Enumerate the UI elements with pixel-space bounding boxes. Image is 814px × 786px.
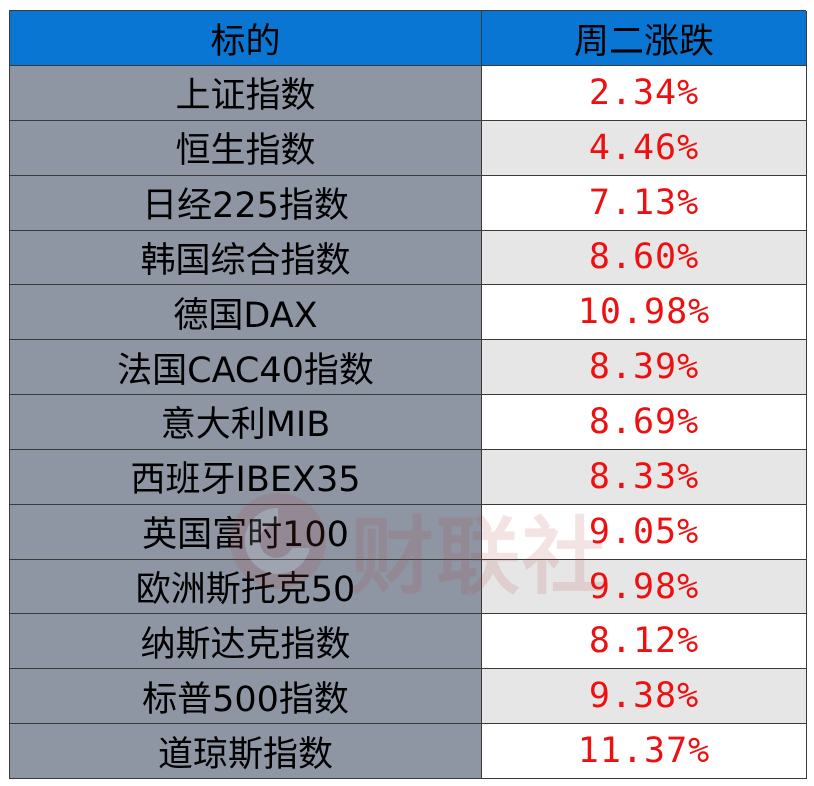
row-name: 恒生指数 <box>10 120 482 176</box>
row-name: 韩国综合指数 <box>10 230 482 286</box>
row-name: 纳斯达克指数 <box>10 614 482 670</box>
row-value: 8.39% <box>482 340 807 396</box>
row-name: 西班牙IBEX35 <box>10 449 482 505</box>
row-value: 10.98% <box>482 285 807 341</box>
row-name: 欧洲斯托克50 <box>10 559 482 615</box>
row-value: 9.38% <box>482 669 807 725</box>
row-name: 日经225指数 <box>10 175 482 231</box>
row-name: 标普500指数 <box>10 669 482 725</box>
row-name: 英国富时100 <box>10 504 482 560</box>
row-value: 8.69% <box>482 395 807 450</box>
row-name: 道琼斯指数 <box>10 724 482 779</box>
row-value: 7.13% <box>482 175 807 231</box>
row-name: 意大利MIB <box>10 395 482 450</box>
row-value: 2.34% <box>482 66 807 121</box>
row-name: 德国DAX <box>10 285 482 341</box>
row-value: 11.37% <box>482 724 807 779</box>
header-tuesday-change: 周二涨跌 <box>482 11 807 66</box>
row-name: 上证指数 <box>10 66 482 121</box>
row-name: 法国CAC40指数 <box>10 340 482 396</box>
header-target: 标的 <box>10 11 482 66</box>
row-value: 8.12% <box>482 614 807 670</box>
row-value: 9.98% <box>482 559 807 615</box>
row-value: 8.33% <box>482 449 807 505</box>
row-value: 4.46% <box>482 120 807 176</box>
market-table: 标的 周二涨跌 上证指数 2.34% 恒生指数 4.46% 日经225指数 7.… <box>9 10 807 779</box>
row-value: 8.60% <box>482 230 807 286</box>
row-value: 9.05% <box>482 504 807 560</box>
